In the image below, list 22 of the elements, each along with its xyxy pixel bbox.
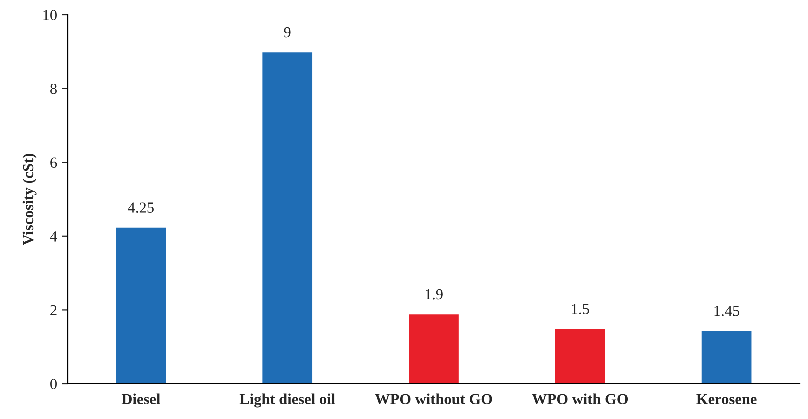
data-label: 4.25 [128, 202, 154, 214]
y-tick-label: 0 [50, 379, 57, 390]
data-label: 1.45 [714, 306, 740, 316]
y-tick-label: 4 [50, 232, 58, 242]
bar [408, 313, 460, 384]
x-tick-label: Diesel [122, 394, 160, 404]
bar [114, 226, 168, 384]
x-tick-label: Kerosene [696, 394, 757, 404]
data-label: 1.5 [572, 304, 590, 314]
bar [261, 51, 314, 384]
y-tick-label: 2 [50, 305, 57, 316]
y-tick-label: 8 [50, 84, 57, 94]
data-label: 9 [284, 27, 291, 38]
y-tick-label: 10 [44, 10, 57, 20]
y-axis-title: Viscosity (cSt) [22, 154, 37, 246]
y-tick-label: 6 [50, 158, 58, 168]
x-tick-label: WPO with GO [532, 394, 628, 405]
data-label: 1.9 [426, 289, 443, 300]
x-tick-label: WPO without GO [375, 394, 492, 405]
bar [554, 328, 607, 384]
bar [700, 330, 754, 384]
x-tick-label: Light diesel oil [240, 394, 336, 408]
